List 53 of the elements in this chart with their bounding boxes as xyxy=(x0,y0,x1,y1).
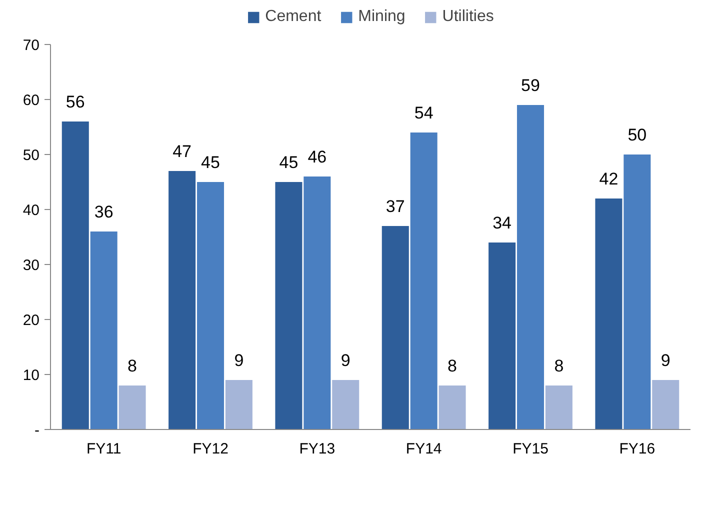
bar xyxy=(545,386,572,430)
data-label: 8 xyxy=(128,356,138,376)
bar xyxy=(382,226,409,430)
x-tick-label: FY16 xyxy=(619,440,656,458)
data-label: 56 xyxy=(66,92,85,112)
bar xyxy=(196,182,224,430)
bar xyxy=(410,132,438,430)
y-tick-label: 70 xyxy=(22,37,40,54)
bar xyxy=(438,386,466,430)
data-label: 47 xyxy=(172,142,192,161)
data-label: 9 xyxy=(234,351,244,370)
data-label: 45 xyxy=(201,153,220,172)
x-tick-label: FY13 xyxy=(299,440,336,458)
bar xyxy=(118,386,146,430)
y-tick-label: 50 xyxy=(22,147,40,164)
y-tick-label: 30 xyxy=(22,257,40,274)
x-tick-label: FY14 xyxy=(406,440,442,458)
data-label: 36 xyxy=(94,202,114,222)
data-label: 54 xyxy=(414,104,434,122)
legend-label: Mining xyxy=(358,8,406,26)
data-label: 37 xyxy=(386,197,405,216)
data-label: 59 xyxy=(521,76,540,95)
legend-label: Cement xyxy=(265,8,322,26)
bar xyxy=(62,122,89,430)
bar xyxy=(332,380,360,430)
data-label: 9 xyxy=(660,351,670,370)
y-tick-label: - xyxy=(34,422,40,439)
bar xyxy=(488,242,516,430)
bar xyxy=(516,105,544,430)
data-label: 42 xyxy=(599,170,618,188)
x-tick-label: FY12 xyxy=(192,440,228,458)
bar xyxy=(652,380,680,430)
bar xyxy=(275,182,302,430)
y-tick-label: 40 xyxy=(22,202,40,219)
x-tick-label: FY11 xyxy=(86,440,122,458)
y-tick-label: 10 xyxy=(22,367,40,384)
legend-label: Utilities xyxy=(442,8,494,26)
y-tick-label: 60 xyxy=(22,92,40,109)
bar xyxy=(595,198,622,430)
data-label: 46 xyxy=(308,148,327,166)
y-tick-label: 20 xyxy=(22,312,40,329)
data-label: 9 xyxy=(340,351,350,370)
x-tick-label: FY15 xyxy=(512,440,548,458)
bar xyxy=(225,380,252,430)
bar xyxy=(624,154,651,430)
data-label: 8 xyxy=(554,356,564,376)
data-label: 8 xyxy=(448,356,458,376)
bar xyxy=(90,232,118,430)
data-label: 45 xyxy=(279,153,298,172)
bar xyxy=(168,171,196,430)
data-label: 34 xyxy=(492,214,512,232)
bar xyxy=(304,176,331,430)
data-label: 50 xyxy=(628,126,647,144)
